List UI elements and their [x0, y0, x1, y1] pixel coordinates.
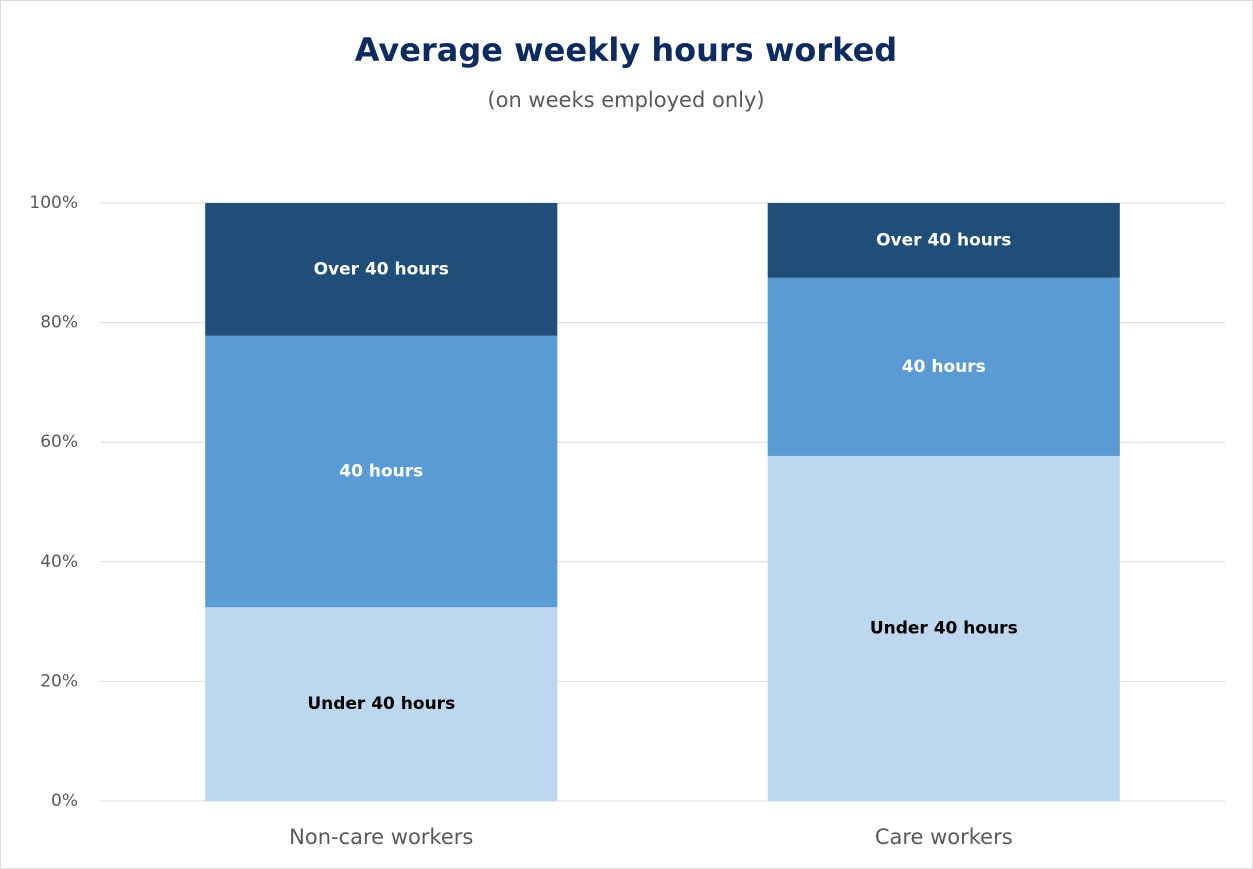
- y-tick-label: 20%: [40, 671, 78, 691]
- segment-label: Under 40 hours: [307, 694, 455, 714]
- bar-segment: [205, 335, 558, 608]
- bar-segment: [767, 277, 1120, 456]
- x-tick-label: Care workers: [875, 825, 1013, 849]
- bar-segment: [205, 203, 558, 336]
- bar-segment: [205, 607, 558, 801]
- y-tick-label: 100%: [29, 193, 78, 213]
- segment-label: Over 40 hours: [876, 230, 1011, 250]
- chart-title: Average weekly hours worked: [355, 31, 897, 69]
- chart-subtitle: (on weeks employed only): [487, 88, 764, 112]
- x-tick-label: Non-care workers: [289, 825, 473, 849]
- bar-segment: [767, 203, 1120, 278]
- segment-label: 40 hours: [339, 462, 423, 482]
- y-tick-label: 60%: [40, 432, 78, 452]
- segment-label: Under 40 hours: [870, 618, 1018, 638]
- y-tick-label: 80%: [40, 313, 78, 333]
- segment-label: Over 40 hours: [314, 259, 449, 279]
- segment-label: 40 hours: [902, 357, 986, 377]
- bar-segment: [767, 455, 1120, 801]
- y-tick-label: 40%: [40, 552, 78, 572]
- y-tick-label: 0%: [51, 791, 78, 811]
